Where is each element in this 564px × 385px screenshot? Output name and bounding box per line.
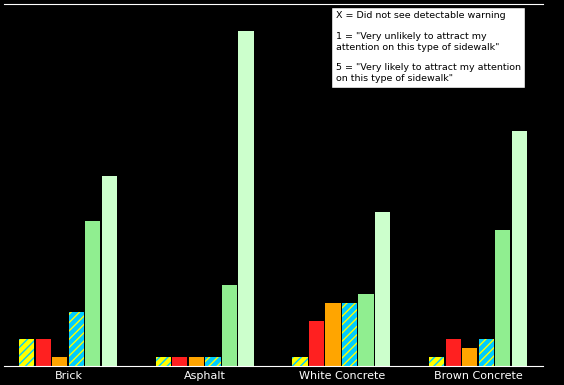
Bar	[479, 339, 494, 366]
Bar	[429, 357, 444, 366]
Bar	[52, 357, 68, 366]
Bar	[446, 339, 461, 366]
Bar	[292, 357, 307, 366]
Bar	[36, 339, 51, 366]
Bar	[462, 348, 477, 366]
Bar	[173, 357, 187, 366]
Bar	[19, 339, 34, 366]
Bar	[156, 357, 171, 366]
Bar	[512, 131, 527, 366]
Bar	[222, 285, 237, 366]
Bar	[359, 294, 374, 366]
Bar	[85, 221, 100, 366]
Bar	[495, 230, 510, 366]
Bar	[69, 312, 84, 366]
Bar	[189, 357, 204, 366]
Bar	[309, 321, 324, 366]
Bar	[325, 303, 341, 366]
Bar	[375, 212, 390, 366]
Text: X = Did not see detectable warning

1 = "Very unlikely to attract my
attention o: X = Did not see detectable warning 1 = "…	[336, 12, 521, 83]
Bar	[205, 357, 221, 366]
Bar	[342, 303, 357, 366]
Bar	[102, 176, 117, 366]
Bar	[239, 31, 254, 366]
